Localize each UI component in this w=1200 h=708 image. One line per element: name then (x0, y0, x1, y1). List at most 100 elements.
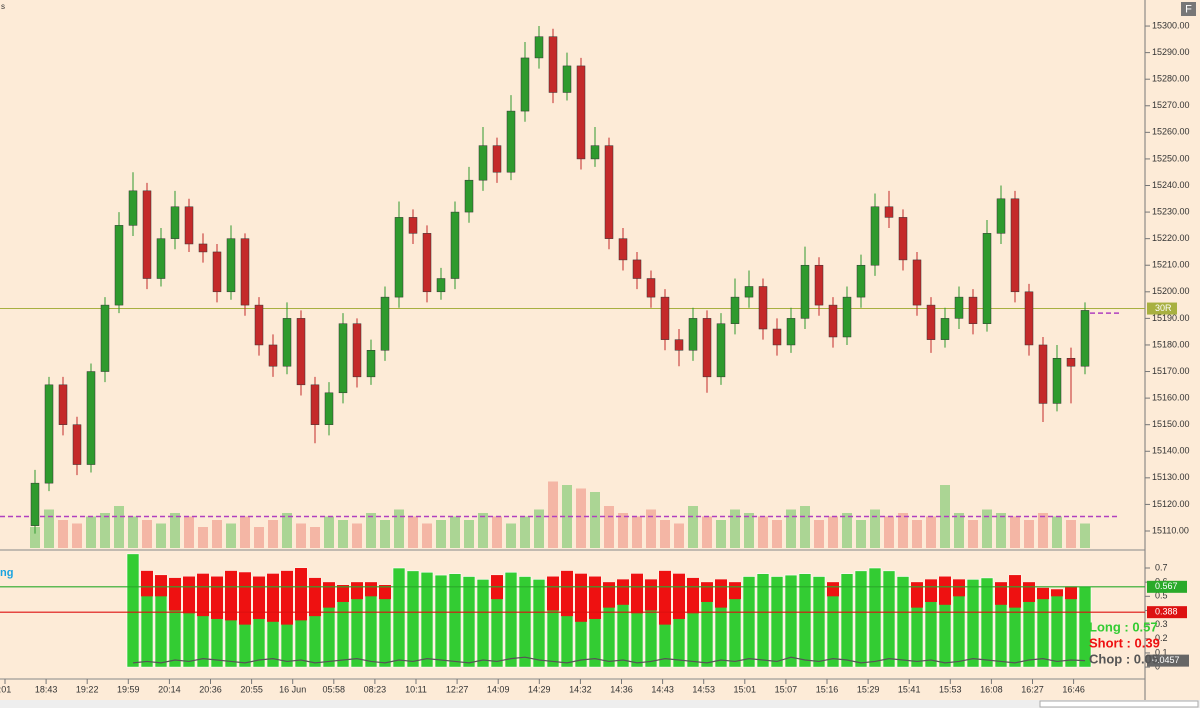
x-tick-label: 14:36 (610, 684, 633, 694)
x-tick-label: :01 (0, 684, 11, 694)
short-band (141, 570, 153, 597)
candle-body (604, 145, 614, 239)
candle-body (926, 304, 936, 340)
button[interactable] (1181, 2, 1196, 16)
candle-body (758, 286, 768, 330)
candle-body (44, 384, 54, 484)
short-band (1037, 587, 1049, 600)
level-tag (1147, 606, 1187, 619)
x-tick-label: 15:16 (816, 684, 839, 694)
candle-body (324, 392, 334, 425)
candle-body (968, 296, 978, 324)
candle-body (422, 233, 432, 293)
volume-bar (632, 516, 642, 548)
y-tick-label: 15140.00 (1152, 446, 1190, 456)
volume-bar (254, 527, 264, 548)
candle-body (884, 206, 894, 218)
x-tick-label: 10:11 (405, 684, 427, 694)
short-band (659, 570, 671, 625)
volume-bar (730, 509, 740, 548)
candle-body (548, 36, 558, 93)
y-tick-label: 15120.00 (1152, 499, 1190, 509)
volume-bar (618, 513, 628, 548)
long-bar (392, 567, 406, 668)
volume-bar (408, 516, 418, 548)
candle-body (1038, 344, 1048, 404)
volume-bar (226, 523, 236, 548)
short-band (561, 570, 573, 617)
y-tick-label: 15230.00 (1152, 206, 1190, 216)
short-band (309, 577, 321, 617)
volume-bar (562, 485, 572, 548)
long-bar (770, 576, 784, 668)
volume-bar (184, 516, 194, 548)
y-tick-label: 15170.00 (1152, 366, 1190, 376)
x-tick-label: 14:32 (569, 684, 592, 694)
candle-body (212, 251, 222, 293)
candle-body (72, 424, 82, 465)
long-bar (812, 576, 826, 668)
x-tick-label: 20:14 (158, 684, 181, 694)
short-band (365, 582, 377, 597)
volume-bar (170, 513, 180, 548)
volume-bar (520, 516, 530, 548)
long-bar (840, 573, 854, 668)
long-bar (448, 573, 462, 668)
scroll-thumb[interactable] (1039, 700, 1199, 708)
candle-body (408, 217, 418, 234)
y-tick-label: 15260.00 (1152, 127, 1190, 137)
long-bar (980, 577, 994, 668)
x-tick-label: 05:58 (323, 684, 346, 694)
volume-bar (534, 509, 544, 548)
volume-bar (884, 516, 894, 548)
x-tick-label: 16:46 (1062, 684, 1085, 694)
short-band (281, 570, 293, 625)
volume-bar (870, 509, 880, 548)
short-band (351, 582, 363, 600)
volume-bar (1080, 523, 1090, 548)
volume-bar (688, 506, 698, 548)
short-band (673, 573, 685, 619)
volume-bar (646, 509, 656, 548)
volume-bar (58, 520, 68, 548)
candle-body (394, 217, 404, 298)
x-tick-label: 12:27 (446, 684, 469, 694)
volume-bar (352, 523, 362, 548)
candle-body (58, 384, 68, 425)
long-bar (1050, 588, 1064, 668)
candle-body (114, 225, 124, 306)
volume-bar (72, 523, 82, 548)
volume-bar (660, 520, 670, 548)
long-bar (1036, 587, 1050, 668)
short-band (183, 576, 195, 614)
short-band (925, 579, 937, 602)
long-bar (434, 574, 448, 668)
volume-bar (1024, 520, 1034, 548)
candle-body (800, 264, 810, 319)
chop-line (132, 656, 1086, 664)
short-band (617, 579, 629, 605)
scrollbar[interactable] (0, 700, 1200, 708)
x-tick-label: 15:01 (734, 684, 757, 694)
long-bar (966, 579, 980, 668)
candle-body (30, 482, 40, 526)
x-tick-label: 14:43 (651, 684, 674, 694)
long-bar (868, 567, 882, 668)
volume-bar (422, 523, 432, 548)
candle-body (562, 65, 572, 93)
y-tick-label: 15270.00 (1152, 100, 1190, 110)
short-band (687, 577, 699, 614)
x-tick-label: 16:08 (980, 684, 1003, 694)
volume-bar (436, 520, 446, 548)
candle-body (576, 65, 586, 160)
x-tick-label: 15:07 (775, 684, 798, 694)
candle-body (436, 278, 446, 293)
y-tick-label: 15110.00 (1152, 525, 1189, 535)
volume-bar (926, 516, 936, 548)
candle-body (996, 198, 1006, 234)
volume-bar (800, 506, 810, 548)
button-label[interactable]: F (1185, 3, 1192, 15)
candle-body (1052, 357, 1062, 404)
volume-bar (912, 520, 922, 548)
volume-bar (450, 516, 460, 548)
